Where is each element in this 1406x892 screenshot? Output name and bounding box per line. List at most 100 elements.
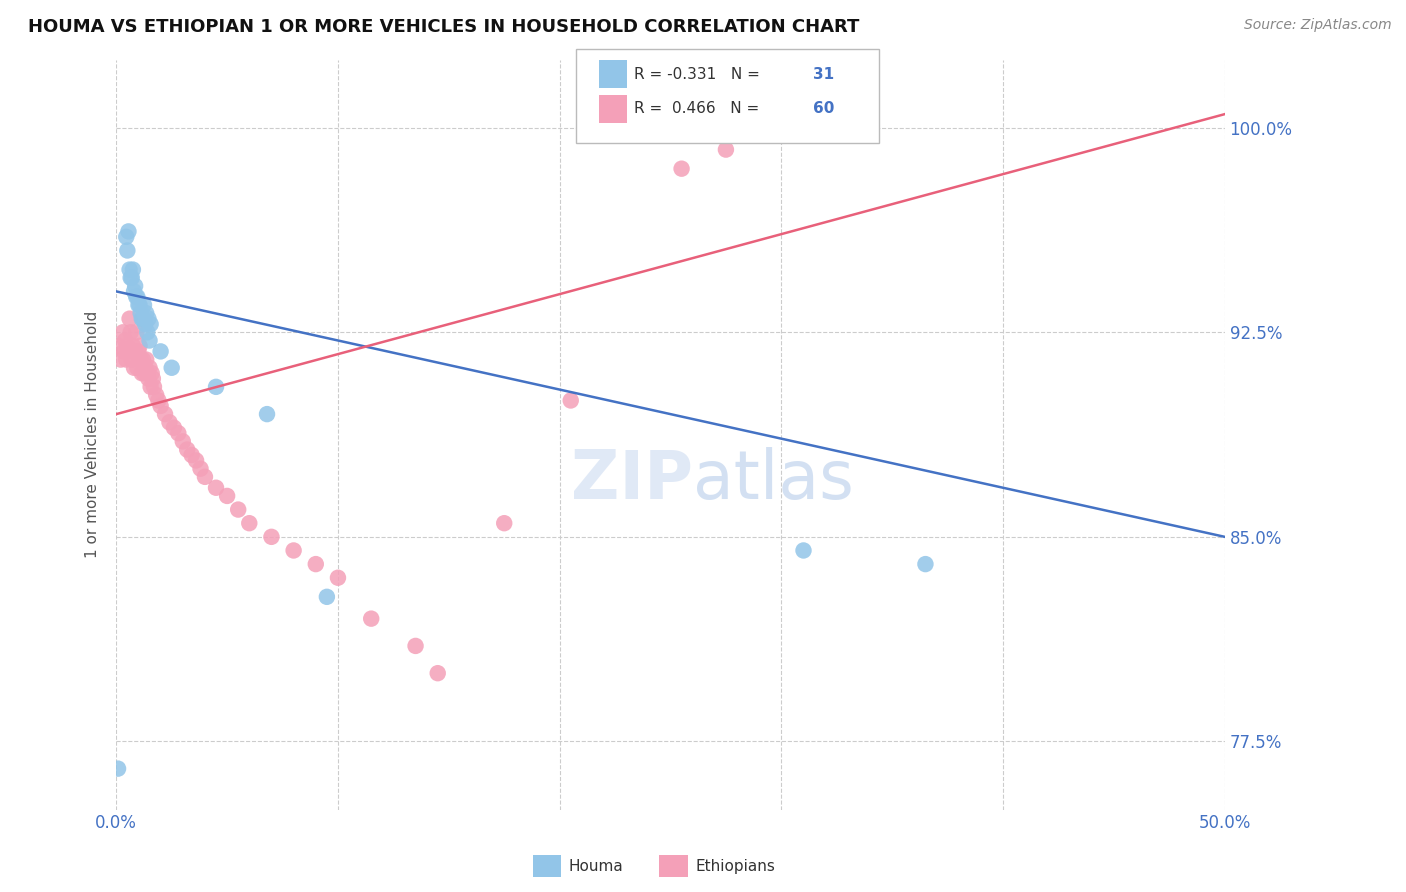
Point (131, 311, 153, 326)
Point (128, 298, 150, 312)
Point (114, 334, 136, 348)
Point (194, 470, 217, 484)
Point (305, 557, 328, 571)
Text: atlas: atlas (693, 447, 853, 513)
Point (121, 352, 143, 367)
Point (205, 481, 228, 495)
Point (167, 426, 190, 441)
Point (139, 317, 162, 331)
Point (120, 326, 142, 340)
Point (326, 571, 349, 585)
Point (141, 366, 163, 380)
Point (117, 344, 139, 359)
Point (190, 461, 212, 475)
Point (184, 453, 207, 467)
Point (217, 489, 239, 503)
Point (153, 407, 176, 421)
Point (127, 298, 149, 312)
Point (132, 352, 155, 367)
Point (238, 516, 260, 531)
Point (176, 442, 198, 457)
Point (134, 317, 156, 331)
Point (283, 543, 305, 558)
Point (112, 344, 135, 359)
Point (132, 298, 155, 312)
Point (136, 326, 159, 340)
Point (138, 372, 160, 386)
Point (136, 366, 159, 380)
Point (120, 270, 142, 285)
Point (128, 339, 150, 353)
Point (163, 421, 186, 435)
Point (107, 762, 129, 776)
Point (138, 360, 160, 375)
Text: Source: ZipAtlas.com: Source: ZipAtlas.com (1244, 18, 1392, 32)
Y-axis label: 1 or more Vehicles in Household: 1 or more Vehicles in Household (86, 311, 100, 558)
Point (122, 285, 145, 299)
Point (122, 262, 145, 277)
Point (205, 380, 228, 394)
Point (131, 366, 153, 380)
Point (138, 334, 160, 348)
Point (226, 502, 249, 516)
Text: ZIP: ZIP (571, 447, 693, 513)
Point (110, 352, 132, 367)
Point (914, 557, 936, 571)
Point (148, 393, 170, 408)
Text: 31: 31 (813, 67, 834, 81)
Point (315, 590, 337, 604)
Point (180, 448, 202, 462)
Point (124, 279, 146, 293)
Point (256, 407, 278, 421)
Point (172, 434, 194, 449)
Text: 60: 60 (813, 102, 834, 116)
Point (117, 244, 139, 258)
Point (426, 666, 449, 681)
Point (143, 380, 166, 394)
Point (125, 326, 148, 340)
Point (125, 290, 148, 304)
Point (129, 352, 152, 367)
Point (127, 344, 149, 359)
Text: R =  0.466   N =: R = 0.466 N = (634, 102, 765, 116)
Point (135, 352, 157, 367)
Point (142, 372, 165, 386)
Point (115, 352, 138, 367)
Point (560, 393, 582, 408)
Point (118, 262, 141, 277)
Point (122, 339, 145, 353)
Point (122, 360, 145, 375)
Point (134, 360, 156, 375)
Point (132, 311, 155, 326)
Point (149, 344, 172, 359)
Point (159, 415, 181, 429)
Point (149, 399, 172, 413)
Text: HOUMA VS ETHIOPIAN 1 OR MORE VEHICLES IN HOUSEHOLD CORRELATION CHART: HOUMA VS ETHIOPIAN 1 OR MORE VEHICLES IN… (28, 18, 859, 36)
Point (714, 143, 737, 157)
Point (260, 530, 283, 544)
Point (124, 344, 146, 359)
Text: Houma: Houma (568, 859, 623, 873)
Point (139, 380, 162, 394)
Point (117, 339, 139, 353)
Point (127, 360, 149, 375)
Point (360, 612, 382, 626)
Point (770, 126, 793, 140)
Point (138, 311, 160, 326)
Point (111, 326, 134, 340)
Point (117, 224, 139, 238)
Point (671, 161, 693, 176)
Point (132, 366, 155, 380)
Point (118, 311, 141, 326)
Point (160, 360, 183, 375)
Point (145, 388, 167, 402)
Point (127, 290, 149, 304)
Point (129, 306, 152, 320)
Text: R = -0.331   N =: R = -0.331 N = (634, 67, 765, 81)
Point (107, 339, 129, 353)
Point (792, 543, 814, 558)
Point (494, 516, 516, 531)
Text: Ethiopians: Ethiopians (696, 859, 776, 873)
Point (115, 230, 138, 244)
Point (135, 306, 157, 320)
